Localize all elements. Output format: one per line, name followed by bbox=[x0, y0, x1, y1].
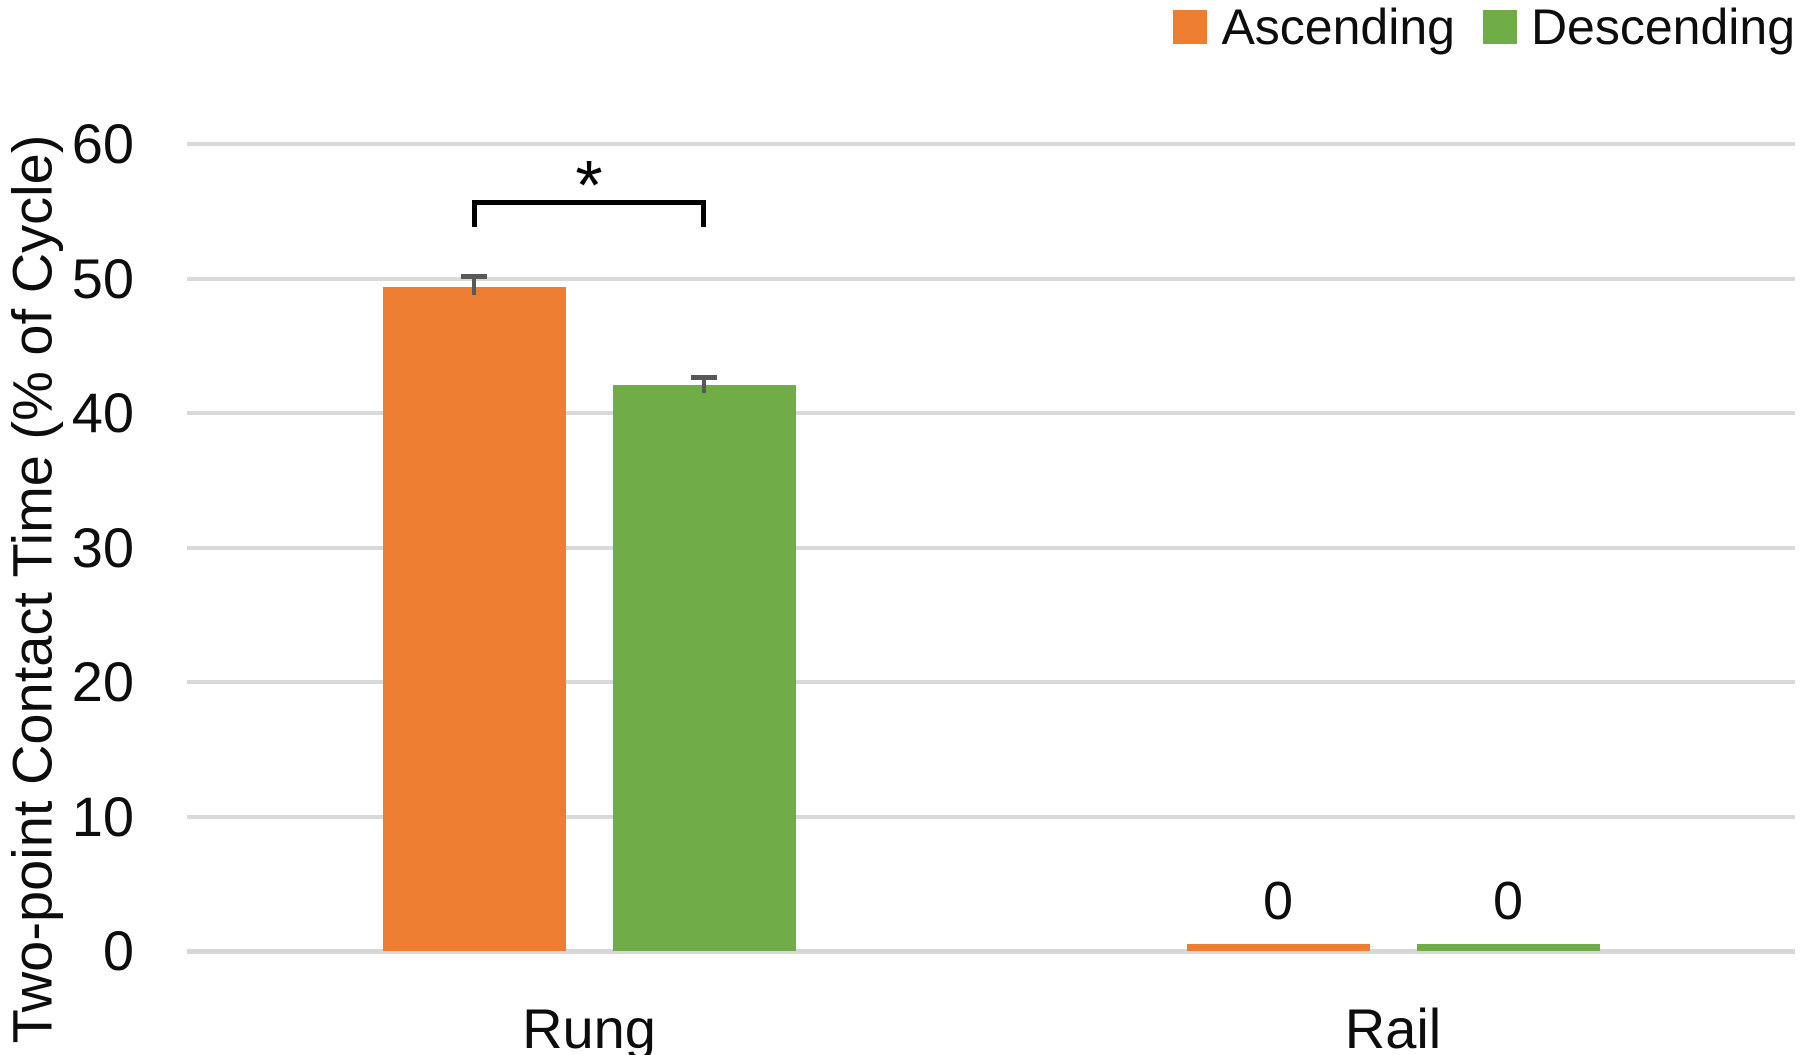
gridline-50 bbox=[187, 276, 1795, 281]
error-bar-stem-descending bbox=[702, 376, 706, 393]
legend-item-descending: Descending bbox=[1482, 0, 1795, 55]
bar-rail-descending bbox=[1416, 944, 1600, 951]
y-tick-50: 50 bbox=[71, 246, 134, 310]
category-label-rail: Rail bbox=[1344, 997, 1442, 1055]
gridline-20 bbox=[187, 680, 1795, 684]
legend-label-ascending: Ascending bbox=[1221, 0, 1455, 55]
error-bar-cap-ascending bbox=[461, 273, 487, 279]
gridline-60 bbox=[187, 142, 1795, 146]
significance-asterisk: * bbox=[575, 146, 603, 224]
gridline-0 bbox=[187, 949, 1795, 954]
y-tick-30: 30 bbox=[71, 515, 134, 579]
bar-rail-ascending bbox=[1186, 944, 1370, 951]
y-tick-60: 60 bbox=[71, 112, 134, 175]
error-bar-stem-ascending bbox=[472, 275, 476, 295]
category-label-rung: Rung bbox=[522, 997, 656, 1055]
data-label-rail-descending: 0 bbox=[1492, 871, 1524, 932]
y-tick-40: 40 bbox=[71, 381, 134, 444]
data-label-rail-ascending: 0 bbox=[1262, 871, 1294, 932]
error-bar-cap-descending bbox=[691, 374, 717, 380]
bar-rung-descending bbox=[612, 384, 796, 951]
y-tick-10: 10 bbox=[71, 784, 134, 848]
significance-bracket bbox=[472, 200, 706, 227]
y-tick-20: 20 bbox=[71, 650, 134, 713]
legend: Ascending Descending bbox=[1173, 2, 1795, 52]
y-tick-0: 0 bbox=[102, 919, 134, 982]
legend-item-ascending: Ascending bbox=[1173, 2, 1455, 52]
legend-swatch-descending bbox=[1482, 10, 1517, 44]
gridline-10 bbox=[187, 814, 1795, 819]
legend-swatch-ascending bbox=[1173, 10, 1208, 44]
bar-rung-ascending bbox=[382, 286, 566, 951]
legend-label-descending: Descending bbox=[1530, 0, 1795, 55]
gridline-30 bbox=[187, 545, 1795, 550]
gridline-40 bbox=[187, 411, 1795, 415]
